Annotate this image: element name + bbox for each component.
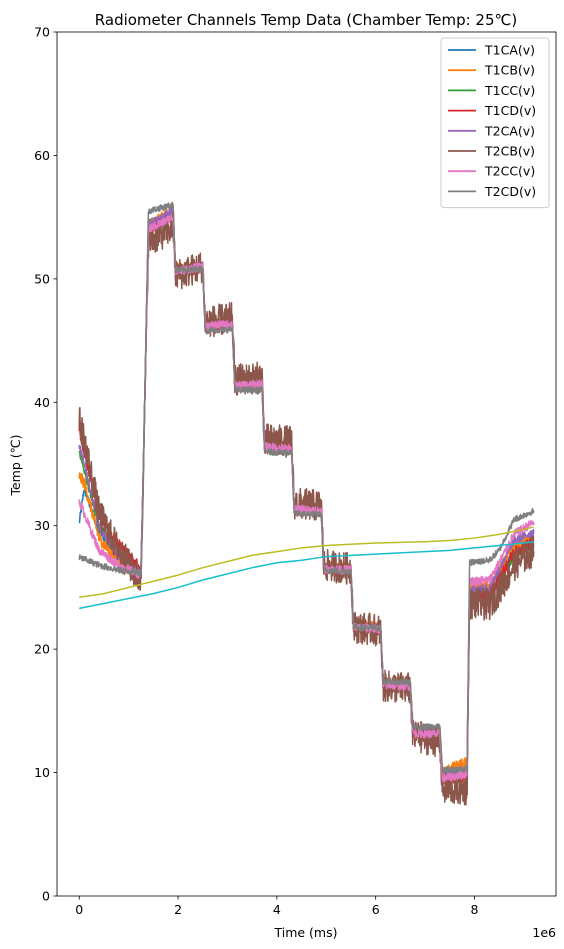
y-tick-label: 70	[34, 25, 50, 40]
legend-label: T1CA(v)	[484, 43, 535, 58]
y-tick-label: 50	[34, 271, 50, 286]
series-line-9	[79, 526, 534, 599]
y-axis-label: Temp (℃)	[8, 434, 23, 496]
x-axis-offset-label: 1e6	[532, 925, 556, 940]
series-line-6	[78, 211, 535, 806]
x-tick-label: 8	[471, 902, 479, 917]
y-tick-label: 10	[34, 765, 50, 780]
chart-title: Radiometer Channels Temp Data (Chamber T…	[95, 11, 517, 29]
legend-label: T2CC(v)	[484, 164, 535, 179]
series-line-8	[78, 201, 535, 774]
legend-box	[440, 37, 550, 209]
axes-layer: 0 10 20 30 40 50 60 70 0 2 4 6 8	[34, 25, 557, 917]
x-tick-label: 2	[174, 902, 182, 917]
x-axis-label: Time (ms)	[273, 925, 337, 940]
x-tick-label: 0	[75, 902, 83, 917]
legend-label: T1CC(v)	[484, 83, 535, 98]
y-tick-label: 30	[34, 518, 50, 533]
legend: T1CA(v) T1CB(v) T1CC(v) T1CD(v) T2CA(v) T2CB(…	[440, 37, 550, 209]
y-tick-label: 40	[34, 395, 50, 410]
x-tick-label: 6	[372, 902, 380, 917]
series-line-7	[78, 214, 535, 784]
y-tick-label: 20	[34, 642, 50, 657]
legend-label: T1CD(v)	[484, 103, 536, 118]
legend-label: T2CA(v)	[484, 123, 535, 138]
legend-label: T2CB(v)	[484, 144, 535, 159]
legend-label: T2CD(v)	[484, 184, 536, 199]
legend-label: T1CB(v)	[484, 63, 535, 78]
series-line-10	[79, 541, 534, 610]
x-tick-label: 4	[273, 902, 281, 917]
series-layer	[78, 201, 535, 806]
plot-frame	[56, 31, 557, 897]
y-tick-label: 60	[34, 148, 50, 163]
y-tick-label: 0	[42, 889, 50, 904]
